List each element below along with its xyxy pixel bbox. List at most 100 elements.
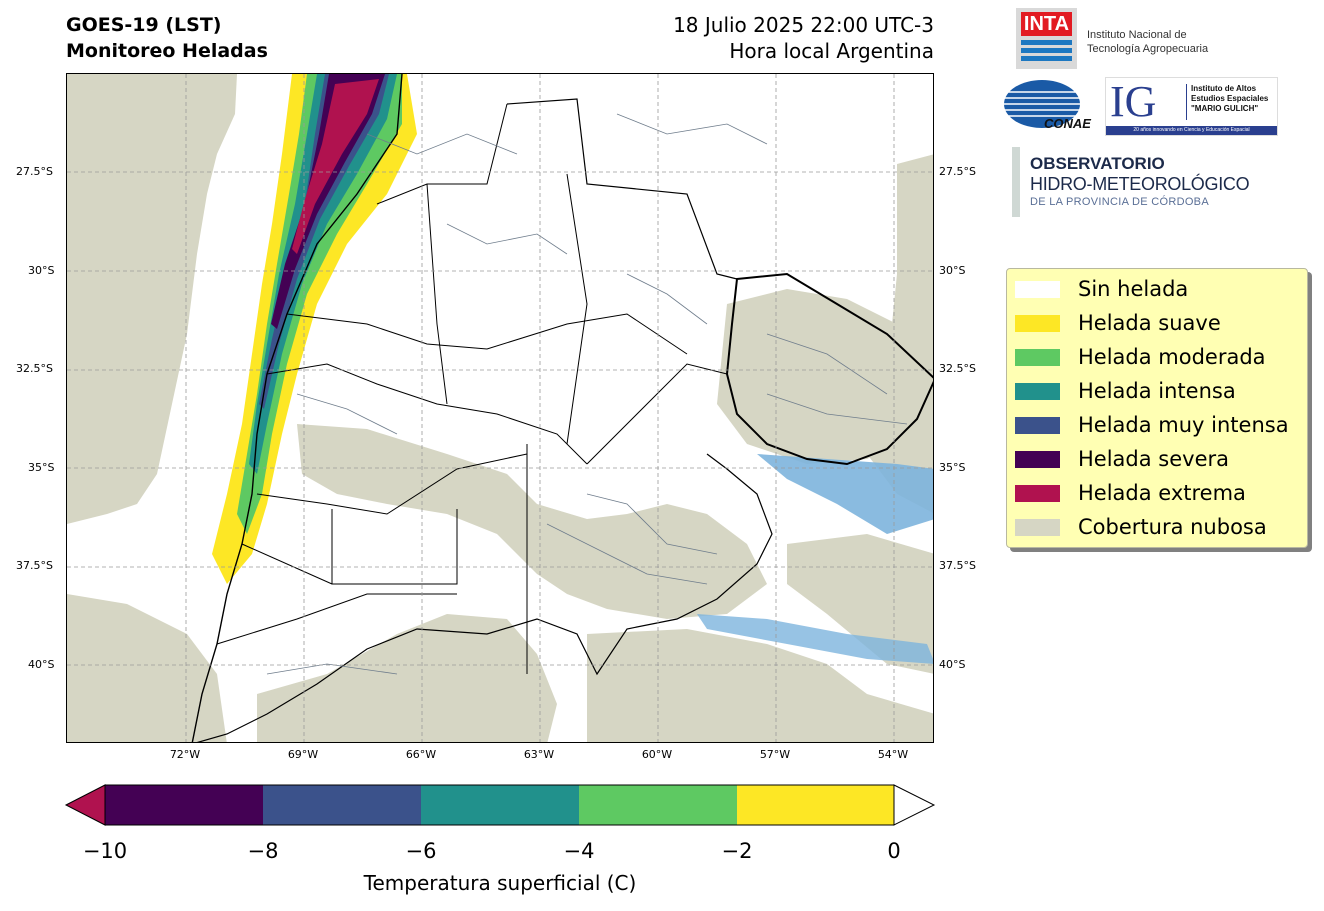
inta-caption-line1: Instituto Nacional de (1087, 29, 1187, 41)
legend-label: Helada extrema (1078, 481, 1246, 505)
lon-label: 72°W (169, 748, 201, 761)
prov-line-7 (241, 543, 333, 585)
lon-label: 66°W (405, 748, 437, 761)
frost-magenta (292, 79, 379, 254)
frost-purple (271, 74, 385, 329)
legend-item: Helada muy intensa (1015, 410, 1289, 440)
dept-1 (446, 223, 568, 255)
colorbar-segment (421, 785, 579, 825)
colorbar-tick: −2 (721, 839, 753, 863)
observatorio-subtitle: HIDRO-METEOROLÓGICO (1030, 174, 1250, 194)
lat-label-left: 27.5°S (16, 165, 53, 178)
legend-item: Helada suave (1015, 308, 1221, 338)
north-east-border (506, 98, 738, 280)
legend-swatch (1015, 416, 1060, 434)
lat-label-right: 37.5°S (939, 559, 976, 572)
title-line2: Monitoreo Heladas (66, 40, 268, 62)
map-legend: Sin helada Helada suave Helada moderada … (1006, 268, 1308, 548)
boundaries-layer (191, 74, 933, 742)
prov-line-4 (256, 453, 528, 515)
lat-label-right: 40°S (939, 658, 966, 671)
colorbar-segment (737, 785, 894, 825)
legend-item: Helada severa (1015, 444, 1229, 474)
rio-de-la-plata (757, 454, 933, 534)
legend-swatch (1015, 518, 1060, 536)
dept-8 (366, 133, 518, 155)
dept-5 (626, 273, 708, 325)
coastline-south (196, 453, 773, 742)
gridlines-layer (67, 74, 933, 742)
dept-7 (766, 393, 908, 425)
datetime-line: 18 Julio 2025 22:00 UTC-3 (673, 13, 934, 37)
lat-label-right: 35°S (939, 461, 966, 474)
colorbar-over-triangle (893, 784, 936, 826)
cloud-central-band (297, 424, 767, 619)
prov-line-2 (286, 313, 688, 355)
colorbar-tick: −8 (247, 839, 279, 863)
lat-label-left: 30°S (28, 264, 55, 277)
colorbar-under-triangle (64, 784, 106, 826)
legend-swatch (1015, 450, 1060, 468)
conae-logo: CONAE (1004, 78, 1091, 134)
map-canvas (67, 74, 933, 742)
lat-label-left: 40°S (28, 658, 55, 671)
water-layer (697, 454, 933, 664)
dept-3 (586, 493, 718, 555)
legend-label: Cobertura nubosa (1078, 515, 1267, 539)
lon-label: 60°W (641, 748, 673, 761)
atlantic-patch (697, 614, 933, 664)
colorbar-segment (579, 785, 737, 825)
legend-swatch (1015, 280, 1060, 298)
legend-swatch (1015, 314, 1060, 332)
conae-logo-text: CONAE (1044, 116, 1091, 131)
colorbar (64, 784, 936, 826)
prov-line-10 (566, 173, 588, 445)
ig-footer: 20 años innovando en Ciencia y Educación… (1106, 126, 1277, 135)
prov-line-9 (586, 363, 728, 465)
map-title: GOES-19 (LST) Monitoreo Heladas (66, 12, 268, 64)
colorbar-tick: 0 (887, 839, 901, 863)
dept-10 (266, 663, 398, 675)
ig-caption-line1: Instituto de Altos (1191, 84, 1257, 93)
cloud-far-south (587, 629, 933, 742)
lat-label-right: 27.5°S (939, 165, 976, 178)
legend-label: Helada muy intensa (1078, 413, 1289, 437)
prov-line-11 (426, 183, 448, 405)
legend-swatch (1015, 382, 1060, 400)
map-frame[interactable] (66, 73, 934, 743)
legend-item: Helada extrema (1015, 478, 1246, 508)
cloud-west-pacific (67, 74, 237, 524)
legend-label: Sin helada (1078, 277, 1189, 301)
title-line1: GOES-19 (LST) (66, 14, 222, 36)
ig-logo-letters: IG (1110, 77, 1157, 126)
legend-item: Cobertura nubosa (1015, 512, 1267, 542)
legend-item: Sin helada (1015, 274, 1188, 304)
uruguay-border (725, 272, 933, 466)
cloud-east-south (787, 534, 933, 674)
colorbar-tick: −10 (82, 839, 128, 863)
observatorio-title: OBSERVATORIO (1030, 154, 1165, 173)
colorbar-tick: −4 (563, 839, 595, 863)
colorbar-segment (105, 785, 263, 825)
inta-caption-line2: Tecnología Agropecuaria (1087, 43, 1209, 55)
cloud-cover-layer (67, 74, 933, 742)
lat-label-left: 35°S (28, 461, 55, 474)
lat-label-left: 37.5°S (16, 559, 53, 572)
lat-label-right: 32.5°S (939, 362, 976, 375)
lon-label: 63°W (523, 748, 555, 761)
legend-label: Helada intensa (1078, 379, 1236, 403)
ig-caption: Instituto de Altos Estudios Espaciales "… (1191, 84, 1268, 114)
legend-label: Helada moderada (1078, 345, 1266, 369)
prov-line-8 (216, 593, 457, 645)
inta-logo: INTA (1016, 8, 1077, 69)
cloud-southwest (67, 594, 227, 742)
prov-line-6 (331, 509, 458, 585)
inta-caption: Instituto Nacional de Tecnología Agropec… (1087, 28, 1208, 56)
dept-9 (616, 113, 768, 145)
ig-logo: IG Instituto de Altos Estudios Espaciale… (1105, 77, 1278, 136)
lat-label-left: 32.5°S (16, 362, 53, 375)
dept-2 (296, 393, 398, 435)
ig-caption-line3: "MARIO GULICH" (1191, 104, 1259, 113)
prov-line-3 (266, 363, 588, 465)
timezone-line: Hora local Argentina (729, 39, 934, 63)
